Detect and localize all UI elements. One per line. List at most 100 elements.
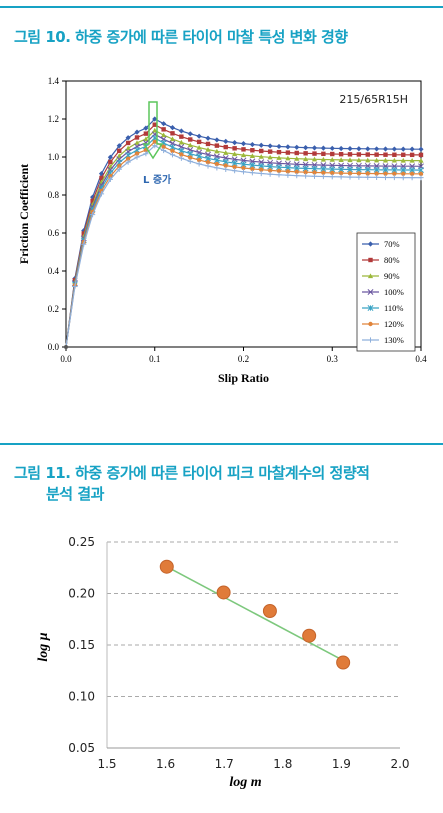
data-point	[401, 152, 406, 158]
data-point	[152, 122, 157, 127]
y-axis-title: Friction Coefficient	[17, 164, 31, 264]
data-point	[117, 148, 122, 153]
data-point	[250, 166, 255, 172]
data-point	[338, 145, 344, 152]
data-point	[205, 160, 211, 165]
x-tick-label: 2.0	[390, 757, 409, 771]
y-tick-label: 1.0	[48, 152, 60, 162]
data-point	[338, 170, 344, 176]
data-point	[338, 157, 344, 162]
data-point	[374, 146, 380, 152]
load-increase-arrow	[142, 101, 164, 160]
y-tick-label: 0.2	[48, 304, 59, 314]
data-point	[214, 143, 220, 148]
data-point	[400, 157, 406, 163]
legend-marker	[367, 337, 374, 343]
data-point	[374, 171, 379, 176]
data-point	[365, 171, 370, 176]
y-tick-label: 0.0	[48, 342, 60, 352]
data-point	[143, 131, 149, 136]
data-point	[108, 159, 113, 165]
x-tick-label: 1.8	[273, 757, 292, 771]
data-point	[356, 171, 362, 176]
data-point	[303, 173, 309, 179]
data-point	[170, 148, 175, 154]
data-point	[294, 156, 300, 161]
data-point	[223, 144, 228, 150]
data-point	[161, 121, 167, 127]
data-point	[214, 148, 220, 154]
data-point	[285, 155, 291, 161]
data-point	[258, 170, 264, 177]
legend-entry: 70%	[362, 239, 400, 249]
data-point	[400, 146, 406, 152]
data-point	[116, 166, 122, 172]
data-point	[259, 167, 264, 172]
data-point	[294, 173, 300, 179]
data-point	[311, 173, 318, 179]
data-point	[347, 146, 353, 152]
data-point	[170, 131, 175, 136]
data-point	[409, 157, 415, 163]
data-point	[320, 156, 326, 162]
data-point	[116, 153, 122, 158]
data-point	[125, 145, 131, 151]
y-tick-label: 0.15	[68, 638, 95, 652]
data-point	[312, 170, 317, 175]
data-point	[330, 170, 335, 176]
data-point	[276, 149, 282, 155]
x-axis-title: Slip Ratio	[218, 371, 269, 385]
log-friction-scatter-chart: 0.05 0.10 0.15 0.20 0.25 1.5 1.6 1.7 1.8 1.9 2.0 lo…	[36, 535, 410, 790]
scatter-point	[262, 604, 277, 619]
data-point	[214, 165, 220, 171]
data-point	[205, 141, 211, 147]
data-point	[276, 143, 282, 150]
data-point	[320, 173, 326, 180]
scatter-point	[336, 655, 351, 670]
figure10-title: 그림 10. 하중 증가에 따른 타이어 마찰 특성 변화 경향	[14, 28, 348, 46]
data-point	[178, 139, 184, 145]
x-tick-label: 0.1	[149, 354, 160, 364]
data-point	[365, 157, 371, 163]
data-point	[178, 155, 184, 161]
y-tick-label: 0.4	[48, 266, 60, 276]
data-point	[232, 151, 238, 157]
data-point	[409, 175, 415, 181]
series-130pct	[65, 143, 424, 348]
data-point	[382, 146, 389, 152]
data-point	[382, 174, 389, 181]
data-point	[223, 163, 228, 168]
legend-label: 120%	[384, 319, 404, 329]
data-point	[241, 165, 246, 171]
data-point	[249, 170, 255, 176]
data-point	[338, 174, 344, 180]
data-point	[196, 161, 202, 167]
data-point	[391, 174, 397, 181]
data-point	[409, 152, 415, 158]
data-point	[81, 231, 86, 236]
y-tick-label: 1.2	[48, 114, 59, 124]
data-point	[107, 176, 113, 182]
y-axis-title: log μ	[36, 632, 51, 661]
data-point	[249, 153, 255, 159]
data-point	[134, 154, 140, 160]
data-point	[232, 164, 237, 170]
data-point	[330, 151, 335, 157]
data-point	[187, 142, 193, 148]
data-point	[152, 143, 158, 149]
legend-entry: 100%	[362, 287, 404, 297]
data-point	[418, 171, 424, 177]
data-point	[400, 174, 406, 181]
legend-marker	[367, 289, 374, 295]
legend-label: 110%	[384, 303, 404, 313]
x-tick-label: 0.2	[238, 354, 249, 364]
scatter-point	[216, 585, 231, 600]
data-point	[134, 140, 140, 145]
data-point	[125, 159, 131, 165]
data-point	[365, 174, 371, 180]
data-point	[250, 148, 255, 153]
y-tick-label: 0.05	[68, 741, 95, 755]
data-point	[232, 168, 238, 174]
data-point	[338, 151, 344, 157]
data-point	[303, 156, 309, 162]
